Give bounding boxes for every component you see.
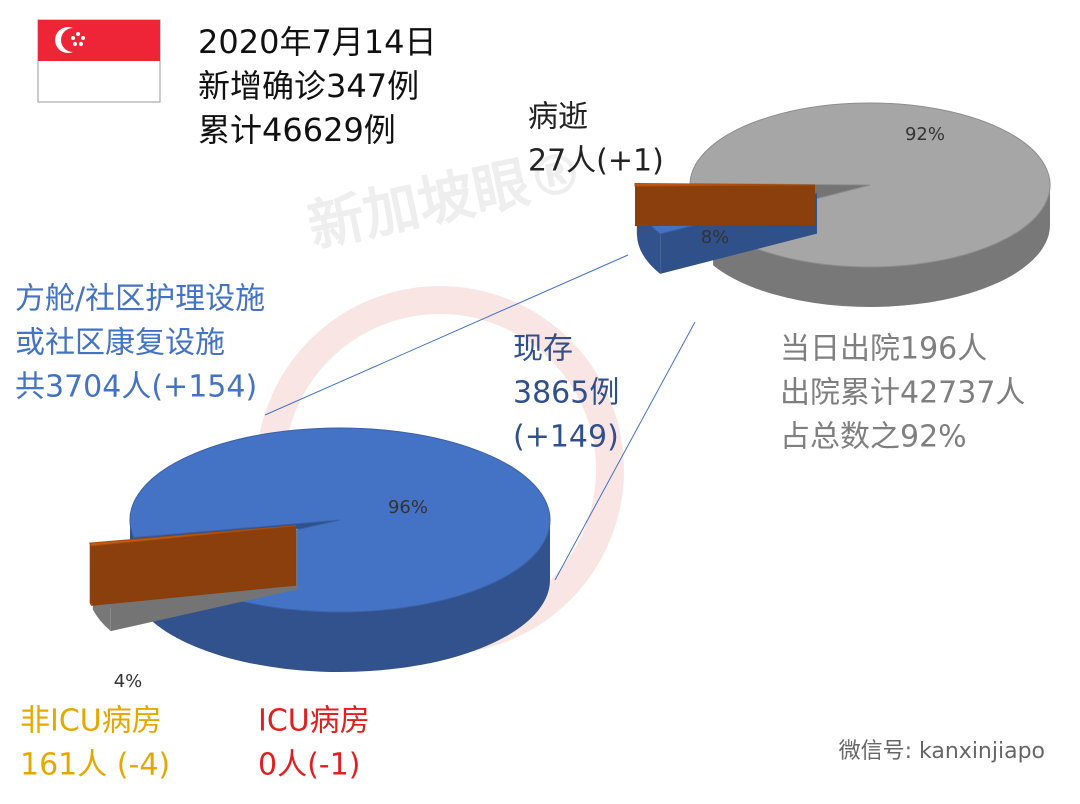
flag [37, 19, 161, 103]
value-label: 8% [701, 227, 730, 248]
annotation-line: 3865例 [513, 376, 619, 411]
slice-side [153, 520, 551, 672]
annotation-line: 非ICU病房 [20, 704, 162, 739]
annotation-line: 或社区康复设施 [15, 326, 225, 361]
header-line: 累计46629例 [198, 111, 396, 149]
header-line: 新增确诊347例 [198, 67, 419, 105]
value-label: 96% [388, 497, 428, 518]
annotation-line: 方舱/社区护理设施 [15, 282, 265, 317]
slice-cut [635, 183, 816, 225]
annotation-line: 当日出院196人 [780, 332, 987, 367]
annotation-line: (+149) [513, 420, 619, 455]
slice [634, 183, 816, 227]
annotation-line: 161人 (-4) [20, 748, 170, 783]
slice-top [634, 183, 816, 187]
annotation-line: 27人(+1) [528, 144, 664, 179]
annotation-line: 共3704人(+154) [15, 370, 257, 405]
footer: 微信号: kanxinjiapo [839, 739, 1045, 764]
header-line: 2020年7月14日 [198, 23, 437, 61]
annotation-line: 现存 [513, 332, 573, 367]
annotation-line: ICU病房 [258, 704, 370, 739]
pies: 92% 8% 96% 4% [89, 102, 1051, 692]
slice-top [89, 525, 297, 547]
value-label: 92% [905, 124, 945, 145]
value-label: 4% [114, 671, 143, 692]
slice-side [89, 543, 92, 606]
slice-side [713, 185, 1050, 308]
annotation-line: 0人(-1) [258, 748, 360, 783]
slice-cut [89, 525, 296, 604]
annotation-line: 出院累计42737人 [780, 376, 1025, 411]
connector [554, 321, 696, 581]
connector [264, 254, 629, 416]
slice [89, 525, 297, 606]
annotation-line: 占总数之92% [780, 420, 967, 455]
annotation-line: 病逝 [528, 100, 588, 135]
